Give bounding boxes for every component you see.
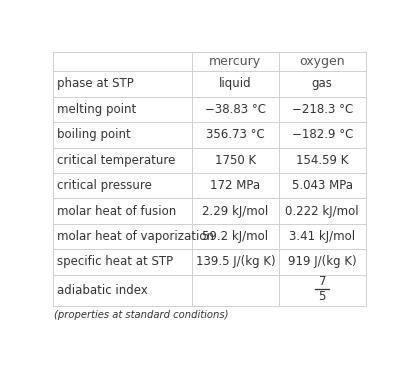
Text: phase at STP: phase at STP bbox=[57, 78, 133, 90]
Text: 356.73 °C: 356.73 °C bbox=[206, 128, 265, 141]
Text: 59.2 kJ/mol: 59.2 kJ/mol bbox=[202, 230, 268, 243]
Text: (properties at standard conditions): (properties at standard conditions) bbox=[54, 310, 228, 320]
Text: mercury: mercury bbox=[209, 55, 262, 68]
Text: critical temperature: critical temperature bbox=[57, 154, 175, 167]
Text: 5.043 MPa: 5.043 MPa bbox=[292, 179, 353, 192]
Text: 7: 7 bbox=[319, 275, 326, 288]
Text: 919 J/(kg K): 919 J/(kg K) bbox=[288, 255, 357, 268]
Text: critical pressure: critical pressure bbox=[57, 179, 151, 192]
Text: 3.41 kJ/mol: 3.41 kJ/mol bbox=[289, 230, 355, 243]
Text: molar heat of fusion: molar heat of fusion bbox=[57, 204, 176, 218]
Text: liquid: liquid bbox=[219, 78, 252, 90]
Text: 172 MPa: 172 MPa bbox=[211, 179, 260, 192]
Text: 139.5 J/(kg K): 139.5 J/(kg K) bbox=[195, 255, 275, 268]
Text: oxygen: oxygen bbox=[299, 55, 345, 68]
Text: melting point: melting point bbox=[57, 103, 136, 116]
Text: 1750 K: 1750 K bbox=[215, 154, 256, 167]
Text: boiling point: boiling point bbox=[57, 128, 131, 141]
Text: adiabatic index: adiabatic index bbox=[57, 284, 147, 297]
Text: −218.3 °C: −218.3 °C bbox=[292, 103, 353, 116]
Text: molar heat of vaporization: molar heat of vaporization bbox=[57, 230, 214, 243]
Text: 2.29 kJ/mol: 2.29 kJ/mol bbox=[202, 204, 268, 218]
Text: 0.222 kJ/mol: 0.222 kJ/mol bbox=[286, 204, 359, 218]
Text: −38.83 °C: −38.83 °C bbox=[205, 103, 266, 116]
Text: 154.59 K: 154.59 K bbox=[296, 154, 348, 167]
Text: gas: gas bbox=[312, 78, 333, 90]
Text: 5: 5 bbox=[319, 290, 326, 303]
Text: specific heat at STP: specific heat at STP bbox=[57, 255, 173, 268]
Text: −182.9 °C: −182.9 °C bbox=[292, 128, 353, 141]
